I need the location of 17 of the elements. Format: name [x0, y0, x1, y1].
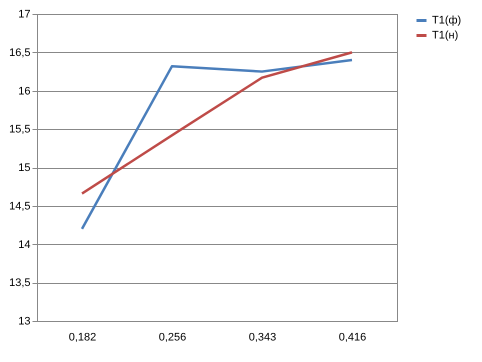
line-series [80, 58, 354, 230]
y-tick-label: 13,5 [9, 277, 30, 290]
y-tick-label: 14,5 [9, 200, 30, 212]
x-tick-label: 0,343 [248, 332, 276, 344]
y-tick-label: 13 [18, 316, 30, 328]
y-tick-label: 14 [18, 238, 30, 251]
y-tick-label: 15 [18, 162, 30, 174]
x-tick-label: 0,416 [338, 332, 366, 344]
y-tick-label: 16,5 [9, 46, 30, 59]
legend-label: T1(ф) [432, 14, 462, 26]
y-tick-label: 16 [18, 85, 30, 98]
line-series [80, 51, 354, 195]
legend-label: T1(н) [432, 30, 458, 42]
y-tick-label: 17 [18, 8, 30, 20]
y-tick-label: 15,5 [9, 124, 30, 136]
x-tick-label: 0,256 [158, 332, 186, 344]
x-tick-label: 0,182 [68, 332, 96, 344]
